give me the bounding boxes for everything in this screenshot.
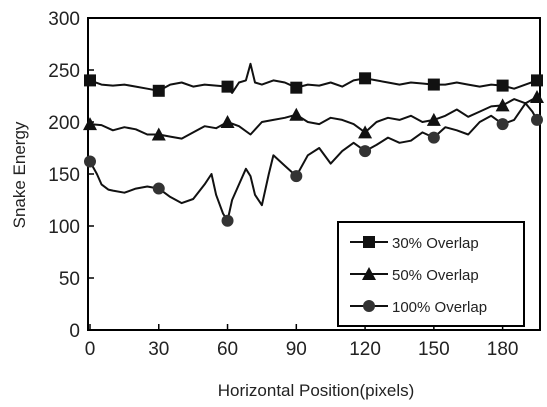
- legend-marker: [363, 236, 375, 248]
- y-tick-label: 0: [69, 321, 80, 342]
- series-1-marker: [152, 84, 165, 97]
- legend-marker: [362, 267, 376, 280]
- series-3-marker: [290, 170, 303, 183]
- legend-marker: [363, 300, 375, 312]
- x-tick-label: 120: [349, 339, 381, 360]
- series-2-marker: [151, 127, 166, 141]
- series-1-marker: [84, 74, 96, 87]
- series-3-marker: [496, 118, 509, 131]
- x-tick-label: 150: [418, 339, 450, 360]
- series-3-marker: [531, 113, 543, 126]
- x-axis-label: Horizontal Position(pixels): [218, 381, 415, 400]
- series-2-marker: [530, 90, 544, 104]
- series-2-marker: [358, 125, 373, 139]
- series-line-3: [89, 102, 538, 222]
- series-line-2: [89, 96, 538, 140]
- y-tick-label: 150: [48, 165, 80, 186]
- legend-label: 50% Overlap: [392, 267, 479, 284]
- legend-label: 30% Overlap: [392, 235, 479, 252]
- series-3-marker: [84, 155, 96, 168]
- y-tick-label: 250: [48, 61, 80, 82]
- series-1-marker: [427, 78, 440, 91]
- series-2-marker: [220, 115, 235, 128]
- series-2-marker: [83, 117, 97, 131]
- series-1-marker: [359, 72, 372, 85]
- x-tick-label: 60: [217, 339, 238, 360]
- legend: 30% Overlap 50% Overlap 100% Overlap: [337, 221, 525, 327]
- series-3-marker: [359, 145, 372, 158]
- y-tick-label: 50: [59, 269, 80, 290]
- series-2-marker: [495, 98, 510, 112]
- x-tick-label: 90: [286, 339, 307, 360]
- series-3-marker: [221, 214, 234, 227]
- x-tick-label: 0: [85, 339, 96, 360]
- series-3-marker: [152, 182, 165, 195]
- series-2-marker: [289, 107, 304, 121]
- series-3-marker: [427, 131, 440, 144]
- series-2-marker: [426, 112, 441, 126]
- y-tick-label: 300: [48, 9, 80, 30]
- legend-label: 100% Overlap: [392, 299, 487, 316]
- y-tick-label: 200: [48, 113, 80, 134]
- y-tick-label: 100: [48, 217, 80, 238]
- y-axis-label: Snake Energy: [10, 121, 29, 228]
- series-1-marker: [531, 74, 543, 87]
- x-tick-label: 180: [487, 339, 519, 360]
- series-1-marker: [221, 80, 234, 93]
- series-1-marker: [290, 81, 303, 94]
- series-1-marker: [496, 79, 509, 92]
- x-tick-label: 30: [148, 339, 169, 360]
